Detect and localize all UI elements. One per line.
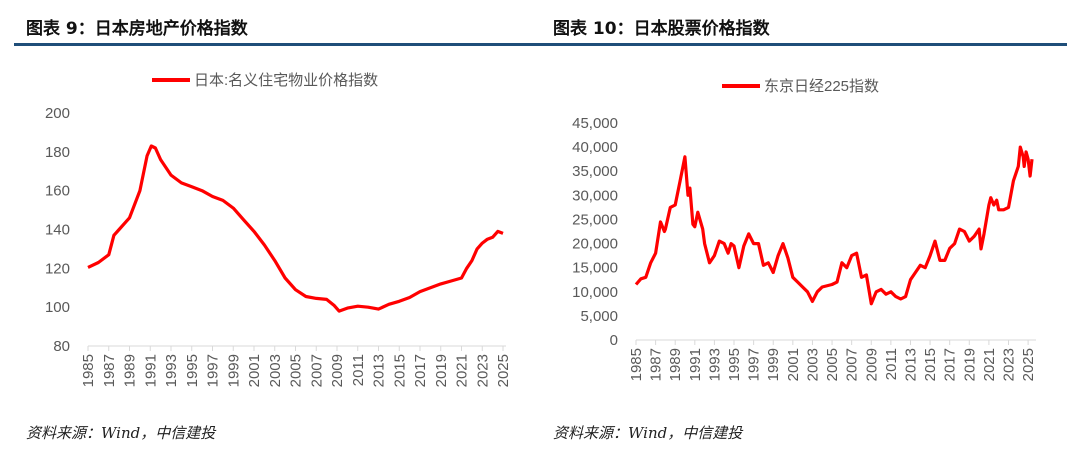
x-tick-label: 1987 [648, 348, 665, 381]
y-tick-label: 20,000 [572, 236, 618, 253]
x-tick-label: 1997 [746, 348, 763, 381]
x-tick-label: 2015 [391, 354, 408, 387]
legend-label: 东京日经225指数 [764, 78, 879, 95]
x-tick-label: 2017 [942, 348, 959, 381]
y-tick-label: 180 [45, 144, 70, 161]
y-tick-label: 200 [45, 105, 70, 122]
source-left: 资料来源：Wind，中信建投 [26, 424, 216, 442]
x-tick-label: 1997 [205, 354, 222, 387]
y-tick-label: 120 [45, 260, 70, 277]
x-tick-label: 2005 [824, 348, 841, 381]
y-tick-label: 80 [53, 338, 70, 355]
y-tick-label: 140 [45, 222, 70, 239]
x-tick-label: 2005 [288, 354, 305, 387]
x-tick-label: 2001 [785, 348, 802, 381]
title-rule-left [14, 43, 540, 46]
x-tick-label: 2001 [246, 354, 263, 387]
y-tick-label: 15,000 [572, 260, 618, 277]
title-rule-right [540, 43, 1067, 46]
x-tick-label: 2015 [922, 348, 939, 381]
y-tick-label: 160 [45, 183, 70, 200]
y-tick-label: 40,000 [572, 139, 618, 156]
x-tick-label: 1991 [687, 348, 704, 381]
x-tick-label: 2009 [329, 354, 346, 387]
x-tick-label: 2013 [371, 354, 388, 387]
x-tick-label: 2023 [474, 354, 491, 387]
x-tick-label: 2021 [981, 348, 998, 381]
x-tick-label: 2007 [844, 348, 861, 381]
x-tick-label: 1993 [706, 348, 723, 381]
chart-title-right: 图表 10：日本股票价格指数 [553, 19, 770, 39]
x-tick-label: 2025 [1020, 348, 1037, 381]
x-tick-label: 2003 [267, 354, 284, 387]
x-tick-label: 2011 [350, 354, 367, 386]
x-tick-label: 1993 [163, 354, 180, 387]
x-tick-label: 1989 [122, 354, 139, 387]
source-right: 资料来源：Wind，中信建投 [553, 424, 743, 442]
y-tick-label: 45,000 [572, 115, 618, 132]
x-tick-label: 1999 [225, 354, 242, 387]
x-tick-label: 1985 [80, 354, 97, 387]
series-line [87, 144, 504, 313]
x-tick-label: 2019 [433, 354, 450, 387]
legend-label: 日本:名义住宅物业价格指数 [194, 72, 378, 89]
x-tick-label: 1989 [667, 348, 684, 381]
x-tick-label: 2023 [1000, 348, 1017, 381]
x-tick-label: 2003 [804, 348, 821, 381]
y-tick-label: 5,000 [580, 308, 618, 325]
x-tick-label: 2013 [902, 348, 919, 381]
x-tick-label: 2011 [883, 348, 900, 380]
y-tick-label: 0 [610, 332, 618, 349]
x-tick-label: 1987 [101, 354, 118, 387]
chart-title-left: 图表 9：日本房地产价格指数 [26, 19, 248, 39]
x-tick-label: 1995 [184, 354, 201, 387]
x-tick-label: 1985 [628, 348, 645, 381]
x-tick-label: 2025 [495, 354, 512, 387]
x-tick-label: 1995 [726, 348, 743, 381]
x-tick-label: 1999 [765, 348, 782, 381]
series-line [634, 145, 1034, 306]
x-tick-label: 2017 [412, 354, 429, 387]
y-tick-label: 10,000 [572, 284, 618, 301]
x-tick-label: 1991 [142, 354, 159, 387]
x-tick-label: 2021 [454, 354, 471, 387]
y-tick-label: 100 [45, 299, 70, 316]
y-tick-label: 30,000 [572, 187, 618, 204]
x-tick-label: 2009 [863, 348, 880, 381]
y-tick-label: 35,000 [572, 163, 618, 180]
chart-nikkei: 东京日经225指数 0 5,000 10,000 15,000 20,000 25,000 3… [572, 78, 1037, 381]
x-tick-label: 2019 [961, 348, 978, 381]
y-tick-label: 25,000 [572, 211, 618, 228]
x-tick-label: 2007 [308, 354, 325, 387]
